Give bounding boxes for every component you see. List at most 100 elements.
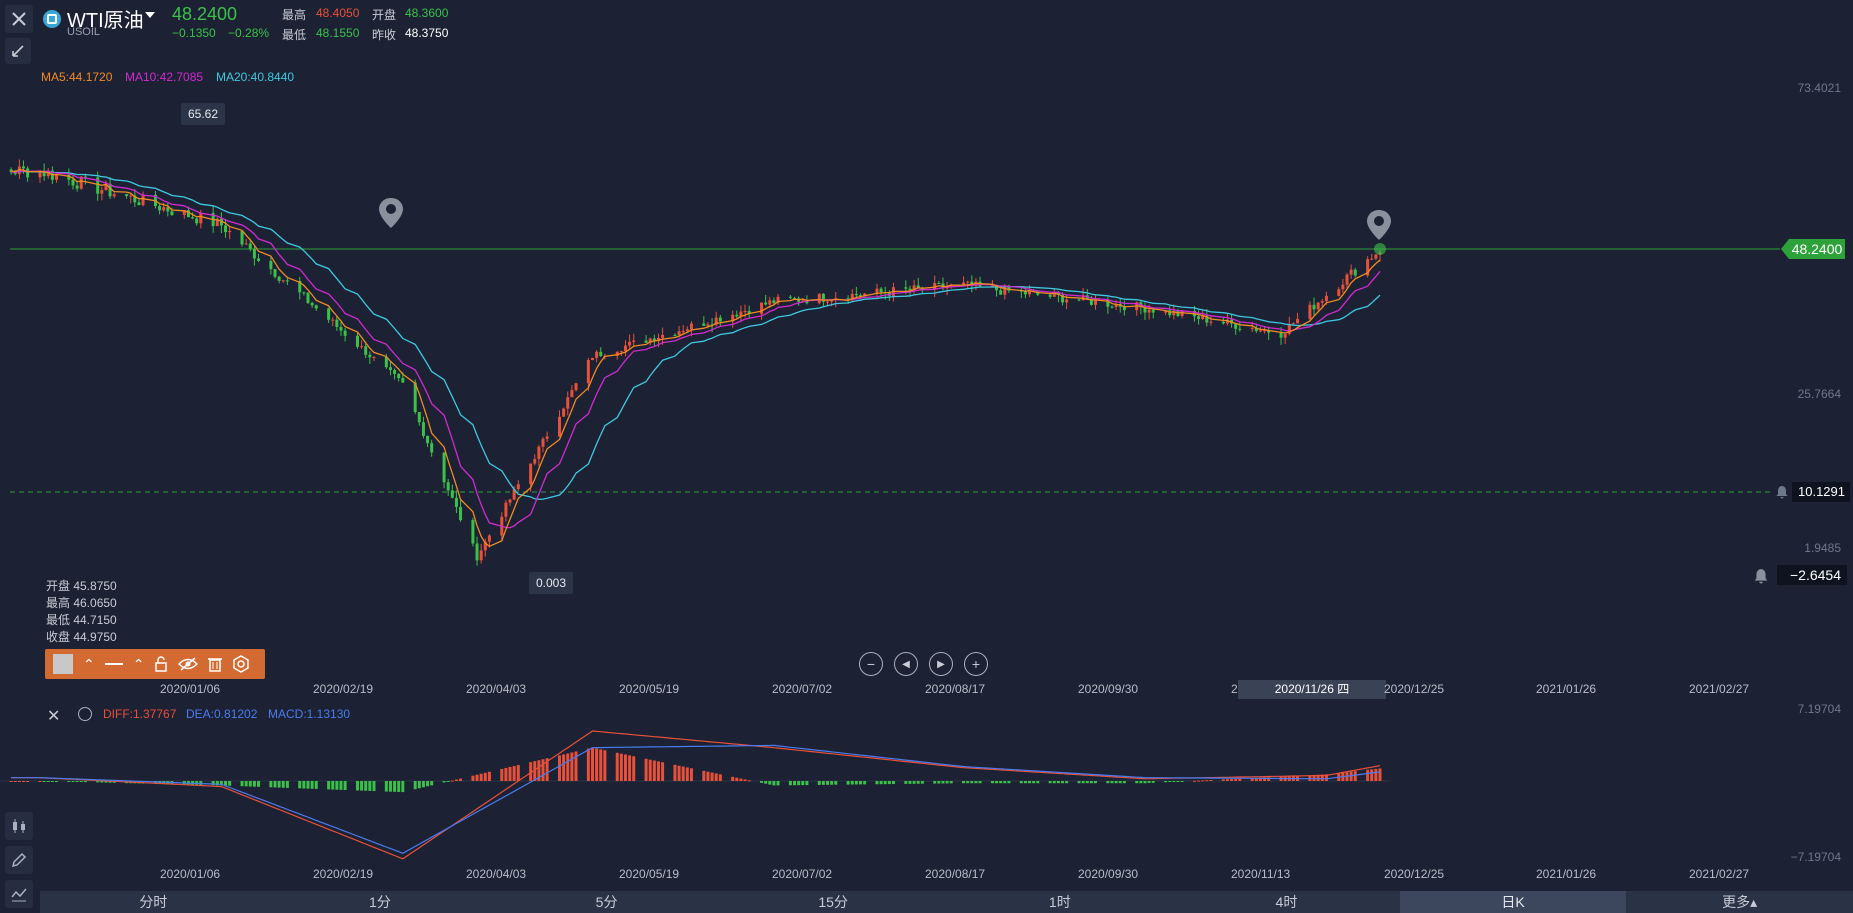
candle-body xyxy=(339,326,343,331)
ohlc-open: 开盘 45.8750 xyxy=(46,579,117,593)
plus-icon: + xyxy=(971,656,981,672)
macd-histogram-bar xyxy=(619,753,623,781)
color-swatch[interactable] xyxy=(53,654,73,674)
macd-histogram-bar xyxy=(1312,774,1316,781)
macd-histogram-bar xyxy=(1147,781,1151,784)
candle-body xyxy=(966,281,970,283)
candle-body xyxy=(343,330,347,336)
yaxis-label: 1.9485 xyxy=(1804,541,1841,555)
macd-histogram-bar xyxy=(760,781,764,783)
tab-more[interactable]: 更多▴ xyxy=(1722,894,1758,910)
tab-period[interactable]: 5分 xyxy=(595,894,618,910)
tab-period[interactable]: 4时 xyxy=(1275,894,1298,910)
macd-histogram-bar xyxy=(508,766,512,781)
price-change: −0.1350 xyxy=(172,26,216,40)
candle-body xyxy=(652,338,656,342)
candle-body xyxy=(166,207,170,212)
yaxis-label: 25.7664 xyxy=(1797,387,1841,401)
macd-histogram-bar xyxy=(533,761,537,781)
macd-histogram-bar xyxy=(1106,781,1110,784)
macd-histogram-bar xyxy=(599,749,603,781)
tab-period[interactable]: 15分 xyxy=(818,894,848,910)
tab-period-active[interactable]: 日K xyxy=(1399,891,1627,913)
scroll-end-button[interactable]: ▶ xyxy=(929,652,953,676)
symbol-dropdown-icon[interactable] xyxy=(145,12,155,18)
symbol-name[interactable]: WTI原油 xyxy=(67,10,144,32)
macd-histogram-bar xyxy=(331,781,335,790)
candle-body xyxy=(768,300,772,305)
marker-pin-icon[interactable] xyxy=(1367,210,1391,240)
alert-price-tag[interactable]: −2.6454 xyxy=(1777,565,1847,585)
ma5-line xyxy=(10,168,1381,548)
skip-forward-icon: ▶ xyxy=(937,658,945,670)
candle-body xyxy=(990,285,994,287)
zoom-out-button[interactable]: − xyxy=(859,652,883,676)
line-style-icon[interactable] xyxy=(104,654,123,674)
candle-body xyxy=(306,292,310,303)
macd-histogram-bar xyxy=(1267,777,1271,781)
close-chart-button[interactable] xyxy=(5,5,33,33)
macd-histogram-bar xyxy=(360,781,364,791)
macd-histogram-bar xyxy=(768,781,772,785)
shrink-icon xyxy=(12,45,24,57)
candle-type-button[interactable] xyxy=(5,812,33,840)
xaxis-label: 2 xyxy=(1231,682,1238,696)
tab-period[interactable]: 1时 xyxy=(1048,894,1071,910)
tab-period[interactable]: 1分 xyxy=(369,894,391,910)
bell-icon[interactable] xyxy=(1753,568,1769,584)
zoom-in-button[interactable]: + xyxy=(964,652,988,676)
candle-body xyxy=(364,346,368,355)
candle-body xyxy=(1370,258,1374,260)
collapse-button[interactable] xyxy=(5,38,31,64)
hide-icon[interactable] xyxy=(178,654,199,674)
candle-body xyxy=(689,323,693,330)
candle-body xyxy=(475,543,479,561)
macd-histogram-bar xyxy=(1370,769,1374,781)
macd-histogram-bar xyxy=(306,781,310,789)
candle-body xyxy=(1341,284,1345,290)
macd-histogram-bar xyxy=(364,781,368,791)
candle-body xyxy=(1308,304,1312,319)
close-macd-icon[interactable]: ✕ xyxy=(47,708,61,725)
chevron-up-icon[interactable]: ⌃ xyxy=(83,655,95,672)
trash-icon[interactable] xyxy=(208,654,223,674)
indicator-icon xyxy=(11,888,27,902)
candle-body xyxy=(776,296,780,304)
candle-body xyxy=(141,194,145,206)
macd-histogram-bar xyxy=(302,781,306,789)
candle-body xyxy=(83,176,87,178)
settings-icon[interactable] xyxy=(232,654,250,674)
bell-icon[interactable] xyxy=(1775,485,1789,499)
candle-body xyxy=(533,459,537,464)
macd-histogram-bar xyxy=(1209,779,1213,781)
alert-price-tag[interactable]: 10.1291 xyxy=(1792,482,1850,502)
candle-body xyxy=(743,311,747,313)
candle-body xyxy=(331,319,335,321)
macd-histogram-bar xyxy=(215,781,219,786)
macd-histogram-bar xyxy=(54,781,58,782)
unlock-icon[interactable] xyxy=(154,654,168,674)
candle-body xyxy=(619,351,623,353)
draw-tool-button[interactable] xyxy=(5,846,33,874)
candle-body xyxy=(335,319,339,327)
candle-body xyxy=(327,308,331,320)
candle-body xyxy=(685,329,689,332)
macd-settings-icon[interactable] xyxy=(78,707,92,721)
indicator-button[interactable] xyxy=(5,880,33,908)
macd-histogram-bar xyxy=(566,753,570,781)
scroll-start-button[interactable]: ◀​ xyxy=(894,652,918,676)
chevron-up-icon[interactable]: ⌃ xyxy=(132,655,145,672)
macd-histogram-bar xyxy=(854,781,858,785)
candle-body xyxy=(962,282,966,285)
tab-period[interactable]: 分时 xyxy=(139,894,168,910)
candle-body xyxy=(541,438,545,447)
marker-pin-icon[interactable] xyxy=(379,198,403,228)
macd-histogram-bar xyxy=(388,781,392,792)
candle-body xyxy=(244,243,248,245)
candle-body xyxy=(417,412,421,423)
macd-histogram-bar xyxy=(413,781,417,790)
macd-histogram-bar xyxy=(426,781,430,787)
macd-histogram-bar xyxy=(1094,781,1098,784)
macd-histogram-bar xyxy=(17,781,21,782)
